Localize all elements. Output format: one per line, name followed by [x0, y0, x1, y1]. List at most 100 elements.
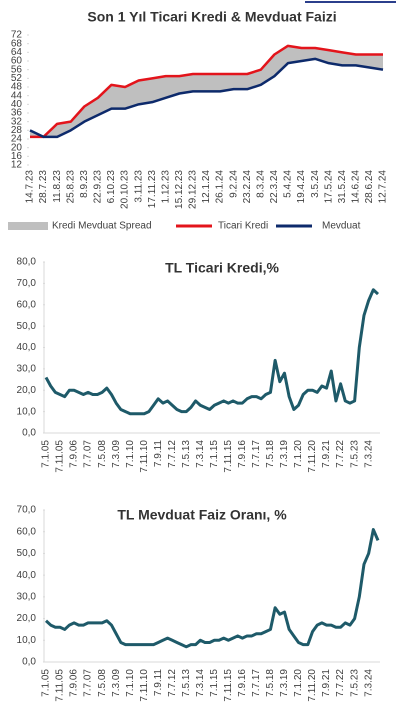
x-tick-label: 7.11.05: [55, 669, 66, 702]
y-tick-label: 40,0: [17, 342, 37, 353]
x-tick-label: 7.11.20: [307, 669, 318, 702]
x-tick-label: 12.7.24: [378, 170, 389, 204]
x-tick-label: 7.9.21: [321, 440, 332, 468]
y-tick-label: 10,0: [17, 635, 37, 646]
x-tick-label: 7.1.20: [293, 669, 304, 697]
x-tick-label: 25.8.23: [65, 170, 76, 204]
x-tick-label: 15.12.23: [174, 170, 185, 209]
x-tick-label: 12.1.24: [201, 170, 212, 204]
x-tick-label: 7.3.14: [195, 440, 206, 468]
x-tick-label: 7.7.07: [83, 669, 94, 697]
y-tick-label: 72: [11, 30, 23, 41]
x-tick-label: 7.9.11: [153, 440, 164, 467]
legend-label: Ticari Kredi: [218, 221, 268, 232]
y-tick-label: 30,0: [17, 591, 37, 602]
x-tick-label: 7.5.23: [349, 440, 360, 468]
x-tick-label: 7.1.20: [293, 440, 304, 468]
x-tick-label: 31.5.24: [337, 170, 348, 204]
x-tick-label: 26.1.24: [215, 170, 226, 204]
x-tick-label: 17.11.23: [147, 170, 158, 209]
y-tick-label: 50,0: [17, 548, 37, 559]
y-tick-label: 60: [11, 56, 23, 67]
x-tick-label: 7.3.09: [111, 669, 122, 697]
legend-label: Kredi Mevduat Spread: [52, 221, 152, 232]
x-tick-label: 8.3.24: [255, 170, 266, 198]
series-line: [30, 44, 383, 139]
x-tick-label: 28.6.24: [364, 170, 375, 204]
x-tick-label: 7.1.15: [209, 669, 220, 697]
x-tick-label: 7.5.23: [349, 669, 360, 697]
series-line: [44, 528, 380, 649]
y-tick-label: 44: [11, 90, 23, 101]
y-tick-label: 48: [11, 82, 23, 93]
x-tick-label: 6.10.23: [106, 170, 117, 204]
x-tick-label: 7.9.16: [237, 440, 248, 468]
legend-label: Mevduat: [322, 221, 361, 232]
y-tick-label: 68: [11, 38, 23, 49]
x-tick-label: 7.9.06: [69, 440, 80, 468]
y-tick-label: 36: [11, 108, 23, 119]
x-tick-label: 9.2.24: [228, 170, 239, 198]
x-tick-label: 14.7.23: [25, 170, 36, 204]
x-tick-label: 22.3.24: [269, 170, 280, 204]
y-tick-label: 40,0: [17, 570, 37, 581]
x-tick-label: 11.8.23: [52, 170, 63, 203]
x-tick-label: 7.1.15: [209, 440, 220, 468]
series-line: [29, 57, 384, 139]
x-tick-label: 7.3.19: [279, 440, 290, 468]
y-tick-label: 20,0: [17, 613, 37, 624]
chart-title: Son 1 Yıl Ticari Kredi & Mevduat Faizi: [87, 9, 336, 25]
x-tick-label: 7.1.05: [41, 669, 52, 697]
chart-title: TL Ticari Kredi,%: [165, 260, 279, 276]
x-tick-label: 17.5.24: [323, 170, 334, 204]
x-tick-label: 7.11.15: [223, 440, 234, 473]
x-tick-label: 7.7.17: [251, 440, 262, 468]
legend-swatch: [8, 222, 48, 230]
x-tick-label: 7.1.10: [125, 669, 136, 697]
y-tick-label: 0,0: [22, 657, 36, 668]
x-tick-label: 29.12.23: [188, 170, 199, 209]
y-tick-label: 60,0: [17, 299, 37, 310]
y-tick-label: 10,0: [17, 406, 37, 417]
x-tick-label: 5.4.24: [283, 170, 294, 198]
x-tick-label: 7.11.10: [139, 669, 150, 702]
x-tick-label: 7.7.12: [167, 669, 178, 697]
y-tick-label: 40: [11, 99, 23, 110]
x-tick-label: 7.3.19: [279, 669, 290, 697]
x-tick-label: 7.5.13: [181, 669, 192, 697]
y-tick-label: 20,0: [17, 385, 37, 396]
x-tick-label: 7.3.14: [195, 669, 206, 697]
y-tick-label: 32: [11, 116, 23, 127]
x-tick-label: 3.5.24: [310, 170, 321, 198]
x-tick-label: 28.7.23: [38, 170, 49, 204]
x-tick-label: 7.9.06: [69, 669, 80, 697]
x-tick-label: 7.3.24: [363, 669, 374, 697]
x-tick-label: 7.9.11: [153, 669, 164, 696]
y-tick-label: 30,0: [17, 364, 37, 375]
x-tick-label: 7.9.21: [321, 669, 332, 697]
x-tick-label: 7.11.05: [55, 440, 66, 473]
x-tick-label: 14.6.24: [350, 170, 361, 204]
y-tick-label: 0,0: [22, 428, 36, 439]
y-tick-label: 56: [11, 64, 23, 75]
x-tick-label: 7.5.18: [265, 440, 276, 468]
y-tick-label: 52: [11, 73, 23, 84]
x-tick-label: 7.7.07: [83, 440, 94, 468]
y-tick-label: 28: [11, 125, 23, 136]
x-tick-label: 7.3.24: [363, 440, 374, 468]
y-tick-label: 50,0: [17, 321, 37, 332]
x-tick-label: 7.1.10: [125, 440, 136, 468]
x-tick-label: 7.11.15: [223, 669, 234, 702]
x-tick-label: 7.1.05: [41, 440, 52, 468]
y-tick-label: 70,0: [17, 278, 37, 289]
y-tick-label: 70,0: [17, 505, 37, 516]
x-tick-label: 7.7.12: [167, 440, 178, 468]
x-tick-label: 7.9.16: [237, 669, 248, 697]
x-tick-label: 7.5.08: [97, 440, 108, 468]
x-tick-label: 20.10.23: [120, 170, 131, 209]
x-tick-label: 1.12.23: [160, 170, 171, 204]
chart-title: TL Mevduat Faiz Oranı, %: [117, 507, 287, 523]
x-tick-label: 19.4.24: [296, 170, 307, 204]
y-tick-label: 24: [11, 134, 23, 145]
